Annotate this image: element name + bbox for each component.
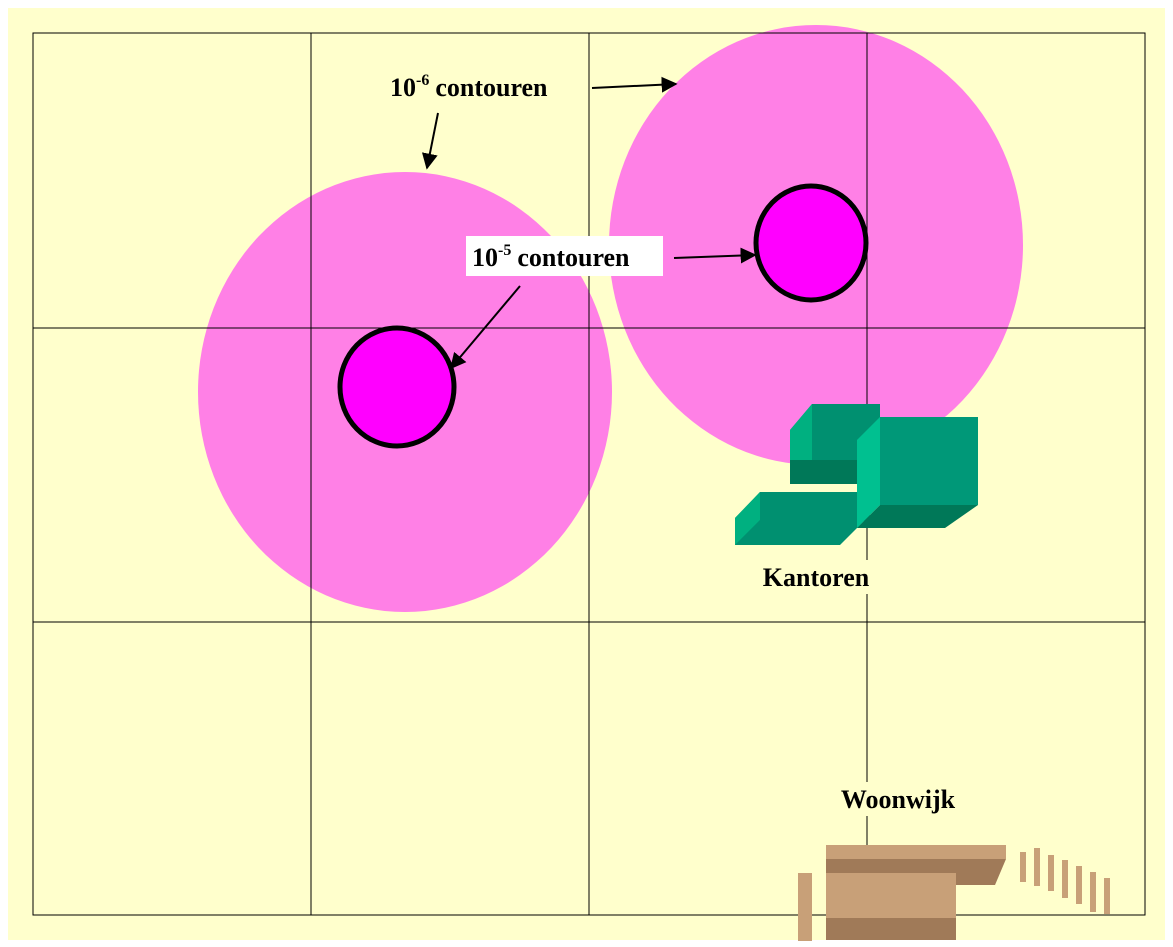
houses-icon [798, 845, 1110, 941]
offices-icon [735, 404, 978, 545]
label-text: contouren [517, 243, 630, 272]
area-label: Kantoren [763, 563, 870, 592]
label-bg [840, 782, 960, 816]
label-exponent: -5 [498, 242, 511, 259]
label-box [466, 236, 663, 276]
label-exponent: -6 [416, 72, 429, 89]
contour-label: 10-6 contouren [390, 72, 548, 102]
arrows [421, 76, 757, 370]
contour-inner [753, 183, 869, 303]
contour-label: 10-5 contouren [472, 242, 630, 272]
contour-inner [337, 325, 457, 449]
area-label: Woonwijk [841, 785, 956, 814]
label-base: 10 [390, 73, 416, 102]
label-base: 10 [472, 243, 498, 272]
label-text: contouren [435, 73, 548, 102]
label-bg [750, 560, 880, 594]
